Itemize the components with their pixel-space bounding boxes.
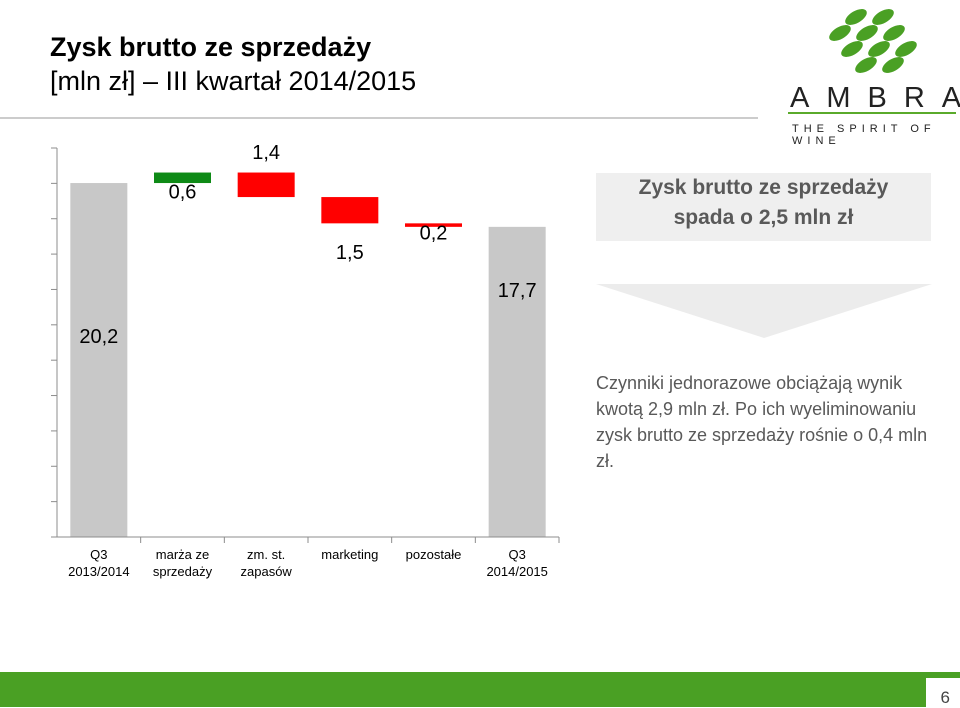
bar-1 (154, 172, 211, 184)
callout-box: Zysk brutto ze sprzedaży spada o 2,5 mln… (596, 173, 931, 241)
chart-bars (70, 172, 546, 537)
data-label-0: 20,2 (79, 326, 118, 348)
category-label-2: zapasów (241, 564, 293, 579)
logo-tagline: THE SPIRIT OF WINE (792, 123, 936, 147)
category-label-1: sprzedaży (153, 564, 213, 579)
category-label-4: pozostałe (406, 547, 462, 562)
bar-2 (237, 172, 295, 198)
bar-4 (405, 223, 462, 227)
y-axis (51, 147, 58, 538)
category-label-0: 2013/2014 (68, 564, 129, 579)
footer-bar: 6 (0, 672, 960, 707)
category-label-2: zm. st. (247, 547, 285, 562)
slide-title: Zysk brutto ze sprzedaży [mln zł] – III … (50, 30, 416, 98)
title-line-2: [mln zł] – III kwartał 2014/2015 (50, 66, 417, 96)
data-label-2: 1,4 (252, 142, 280, 164)
note-text: Czynniki jednorazowe obciążają wynik kwo… (596, 373, 928, 471)
ambra-logo: AMBRA THE SPIRIT OF WINE (782, 0, 960, 147)
data-label-1: 0,6 (169, 182, 197, 204)
category-label-1: marża ze (156, 547, 209, 562)
category-label-0: Q3 (90, 547, 107, 562)
bar-0 (70, 183, 128, 537)
grape-cluster-icon (829, 9, 917, 73)
page-number-box (926, 678, 960, 707)
callout-line-2: spada o 2,5 mln zł (673, 206, 854, 229)
data-label-4: 0,2 (420, 222, 448, 244)
data-label-5: 17,7 (498, 280, 537, 302)
category-label-5: 2014/2015 (486, 564, 547, 579)
page-number: 6 (940, 688, 950, 707)
logo-wordmark: AMBRA (790, 82, 960, 114)
title-line-1: Zysk brutto ze sprzedaży (50, 32, 372, 62)
bar-3 (321, 197, 379, 224)
waterfall-chart: 20,2 0,6 1,4 1,5 0,2 17,7 Q3 2013/2014 marża ze… (51, 142, 560, 579)
bar-5 (488, 226, 546, 537)
logo-underline (788, 112, 956, 114)
callout-line-1: Zysk brutto ze sprzedaży (638, 176, 889, 199)
value-labels: 20,2 0,6 1,4 1,5 0,2 17,7 (79, 142, 536, 348)
data-label-3: 1,5 (336, 242, 364, 264)
category-label-5: Q3 (508, 547, 525, 562)
x-axis: Q3 2013/2014 marża ze sprzedaży zm. st. zapas… (57, 536, 560, 579)
down-arrow-icon (596, 284, 932, 338)
category-label-3: marketing (321, 547, 378, 562)
title-divider (0, 117, 758, 119)
